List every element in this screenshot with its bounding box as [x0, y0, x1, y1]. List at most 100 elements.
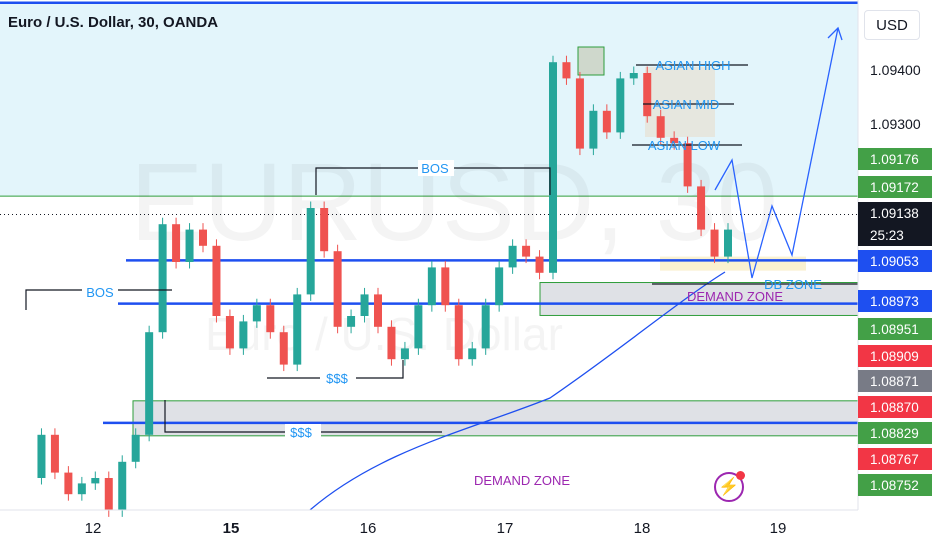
- countdown-timer: 25:23: [858, 224, 932, 246]
- watermark-name: Euro / U.S. Dollar: [205, 308, 563, 360]
- candle-body: [400, 348, 409, 360]
- db-zone-label: DB ZONE: [764, 277, 822, 292]
- asian-range-box: [645, 67, 715, 137]
- watermark-symbol: EURUSD, 30: [130, 141, 778, 264]
- candle-body: [575, 78, 584, 149]
- candle-body: [670, 137, 679, 144]
- candle-body: [643, 73, 652, 117]
- candle-body: [185, 229, 194, 262]
- candle-body: [347, 316, 356, 327]
- candle-body: [37, 434, 46, 478]
- candle-body: [333, 251, 342, 327]
- chart-title: Euro / U.S. Dollar, 30, OANDA: [8, 14, 219, 31]
- label-background: [82, 284, 118, 300]
- price-label: 1.08829: [858, 422, 932, 444]
- price-label: 1.09176: [858, 148, 932, 170]
- x-tick-label: 16: [359, 520, 377, 537]
- liquidity-label-upper: $$$: [326, 371, 348, 386]
- x-tick-label: 19: [769, 520, 787, 537]
- candle-body: [414, 305, 423, 349]
- candle-body: [77, 483, 86, 495]
- candle-body: [158, 224, 167, 333]
- candle-body: [387, 326, 396, 360]
- candle-body: [495, 267, 504, 306]
- candle-body: [172, 224, 181, 262]
- asian-low-label: ASIAN LOW: [648, 138, 721, 153]
- bos-label-lower: BOS: [86, 285, 114, 300]
- price-label: 1.09172: [858, 176, 932, 198]
- liquidity-upper-line: [267, 360, 404, 379]
- projection-path: [714, 27, 839, 279]
- candle-body: [374, 294, 382, 327]
- demand-zone-label-lower: DEMAND ZONE: [474, 473, 570, 488]
- candle-body: [360, 294, 369, 316]
- candle-body: [441, 267, 450, 306]
- x-tick-label: 12: [84, 520, 102, 537]
- candle-body: [710, 229, 719, 257]
- x-tick-label: 18: [633, 520, 651, 537]
- candle-body: [199, 229, 207, 246]
- candle-body: [104, 478, 113, 511]
- price-label: 1.09138: [858, 202, 932, 224]
- projection-arrowhead: [827, 26, 843, 41]
- candle-body: [522, 245, 531, 257]
- candle-body: [549, 62, 557, 273]
- price-label: 1.08871: [858, 370, 932, 392]
- candle-body: [697, 186, 706, 230]
- bos-lower-line: [25, 289, 172, 310]
- candle-body: [293, 294, 302, 365]
- label-background: [418, 160, 454, 176]
- demand-zone-upper: [539, 282, 859, 316]
- candle-body: [454, 305, 463, 360]
- y-tick-label: 1.09300: [870, 116, 921, 132]
- candle-body: [656, 116, 665, 138]
- candle-body: [64, 472, 73, 495]
- db-zone-highlight: [660, 256, 806, 271]
- candle-body: [118, 461, 127, 511]
- asian-mid-label: ASIAN MID: [653, 97, 719, 112]
- candle-body: [266, 305, 275, 333]
- lightning-icon[interactable]: ⚡: [714, 471, 745, 502]
- candle-body: [131, 434, 140, 462]
- candle-body: [535, 256, 544, 273]
- candle-body: [468, 348, 477, 360]
- price-label: 1.08767: [858, 448, 932, 470]
- candle-body: [616, 78, 625, 133]
- candle-body: [239, 321, 248, 349]
- price-label: 1.08752: [858, 474, 932, 496]
- candle-body: [279, 332, 288, 365]
- label-background: [285, 424, 321, 440]
- candle-body: [427, 267, 436, 306]
- x-tick-label: 17: [496, 520, 514, 537]
- liquidity-lower-line: [164, 400, 442, 433]
- x-tick-label: 15: [222, 520, 240, 537]
- candle-body: [50, 434, 59, 473]
- candle-body: [225, 316, 234, 349]
- y-tick-label: 1.09400: [870, 62, 921, 78]
- candle-body: [562, 62, 571, 79]
- moving-average-line: [309, 271, 726, 511]
- price-label: 1.08973: [858, 290, 932, 312]
- price-label: 1.08951: [858, 318, 932, 340]
- price-label: 1.08870: [858, 396, 932, 418]
- candle-body: [683, 143, 692, 187]
- candle-body: [724, 229, 732, 257]
- candle-body: [508, 245, 517, 268]
- candle-body: [629, 73, 638, 79]
- currency-button[interactable]: USD: [864, 10, 920, 40]
- candle-body: [91, 478, 100, 484]
- candle-body: [252, 305, 261, 322]
- asian-high-box: [577, 46, 605, 76]
- candle-body: [212, 245, 221, 316]
- liquidity-label-lower: $$$: [290, 425, 312, 440]
- bos-label-upper: BOS: [421, 161, 449, 176]
- label-background: [320, 370, 356, 386]
- asian-high-label: ASIAN HIGH: [655, 58, 730, 73]
- alert-dot: [736, 471, 745, 480]
- candle-body: [145, 332, 154, 435]
- price-label: 1.09053: [858, 250, 932, 272]
- price-label: 1.08909: [858, 345, 932, 367]
- candle-body: [306, 208, 315, 295]
- candle-body: [589, 110, 598, 149]
